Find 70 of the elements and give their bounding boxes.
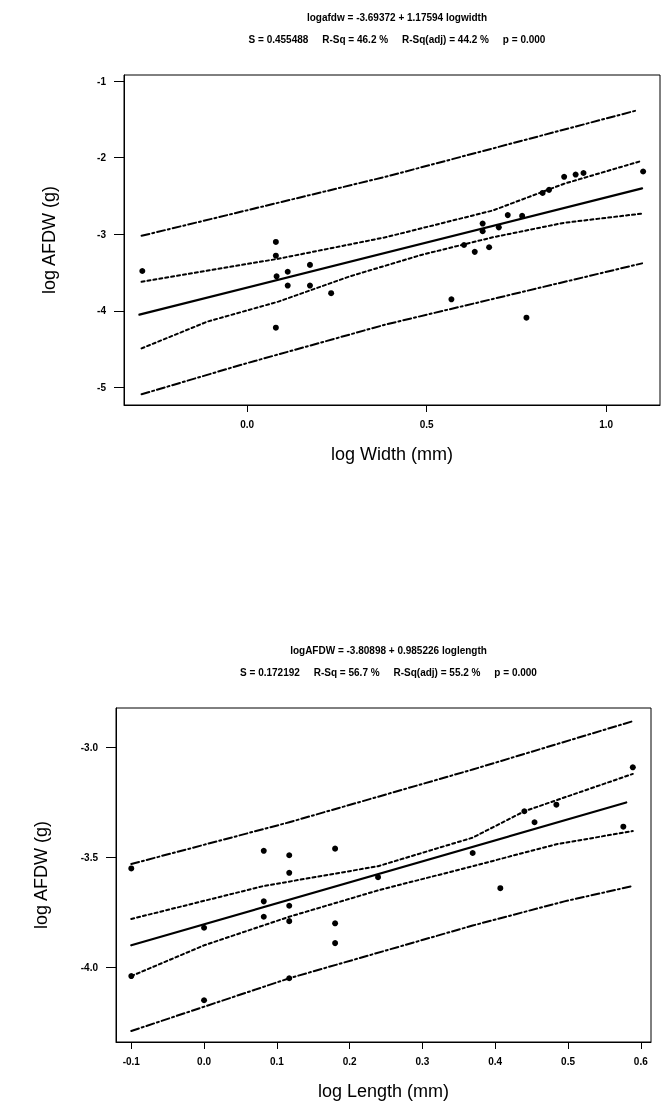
y-tick-label: -4 [97,305,107,317]
y-axis-title: log AFDW (g) [39,185,59,295]
point [561,173,568,180]
y-tick-label: -3.0 [80,742,99,754]
point [629,764,636,771]
point [286,902,293,909]
x-tick-label: 1.0 [599,418,614,430]
point [260,847,267,854]
point [201,924,208,931]
point [531,819,538,826]
point [620,823,627,830]
y-tick-label: -3 [97,228,107,240]
x-axis-title: log Width (mm) [330,444,454,464]
point [504,212,511,219]
point [448,296,455,303]
point [306,282,313,289]
point [273,273,280,280]
point [469,850,476,857]
x-tick-label: 0.1 [269,1055,285,1067]
x-tick-label: 0.3 [415,1055,430,1067]
point [332,845,339,852]
point [260,898,267,905]
chart-title: logafdw = -3.69372 + 1.17594 logwidth [306,11,488,23]
point [553,801,560,808]
point [572,171,579,178]
point [479,220,486,227]
x-axis-title: log Length (mm) [317,1081,450,1101]
x-tick-label: 0.0 [197,1055,212,1067]
x-tick-label: 0.5 [561,1055,576,1067]
x-tick-label: 0.4 [488,1055,503,1067]
point [201,997,208,1004]
line-series [140,262,644,396]
chart-title: logAFDW = -3.80898 + 0.985226 loglength [290,644,487,656]
point [640,168,647,175]
y-tick-label: -3.5 [80,851,99,863]
point [486,244,493,251]
point [286,918,293,925]
point [128,865,135,872]
point [306,261,313,268]
point [523,314,530,321]
point [497,885,504,892]
x-tick-label: 0.2 [342,1055,358,1067]
x-tick-label: 0.0 [240,418,255,430]
line-series [130,830,634,978]
point [471,248,478,255]
chart-subtitle: S = 0.172192 R-Sq = 56.7 % R-Sq(adj) = 55.2 % p = 0.000 [240,666,538,678]
x-tick-label: 0.5 [419,418,435,430]
point [286,852,293,859]
chart-subtitle: S = 0.455488 R-Sq = 46.2 % R-Sq(adj) = 44.2 % p = 0.000 [248,33,546,45]
point [284,268,291,275]
line-series [140,212,644,350]
point [272,324,279,331]
point [580,170,587,176]
line-series [130,884,634,1033]
y-tick-label: -1 [97,75,107,87]
point [260,913,267,920]
line-series [130,772,634,920]
y-tick-label: -4.0 [80,961,99,973]
point [328,290,335,297]
x-tick-label: -0.1 [122,1055,141,1067]
x-tick-label: 0.6 [633,1055,649,1067]
point [332,940,339,947]
point [272,238,279,245]
point [332,920,339,927]
y-tick-label: -2 [97,152,107,164]
point [139,268,146,275]
y-axis-title: log AFDW (g) [31,820,51,930]
y-tick-label: -5 [97,381,107,393]
point [286,869,293,876]
point [272,252,279,259]
